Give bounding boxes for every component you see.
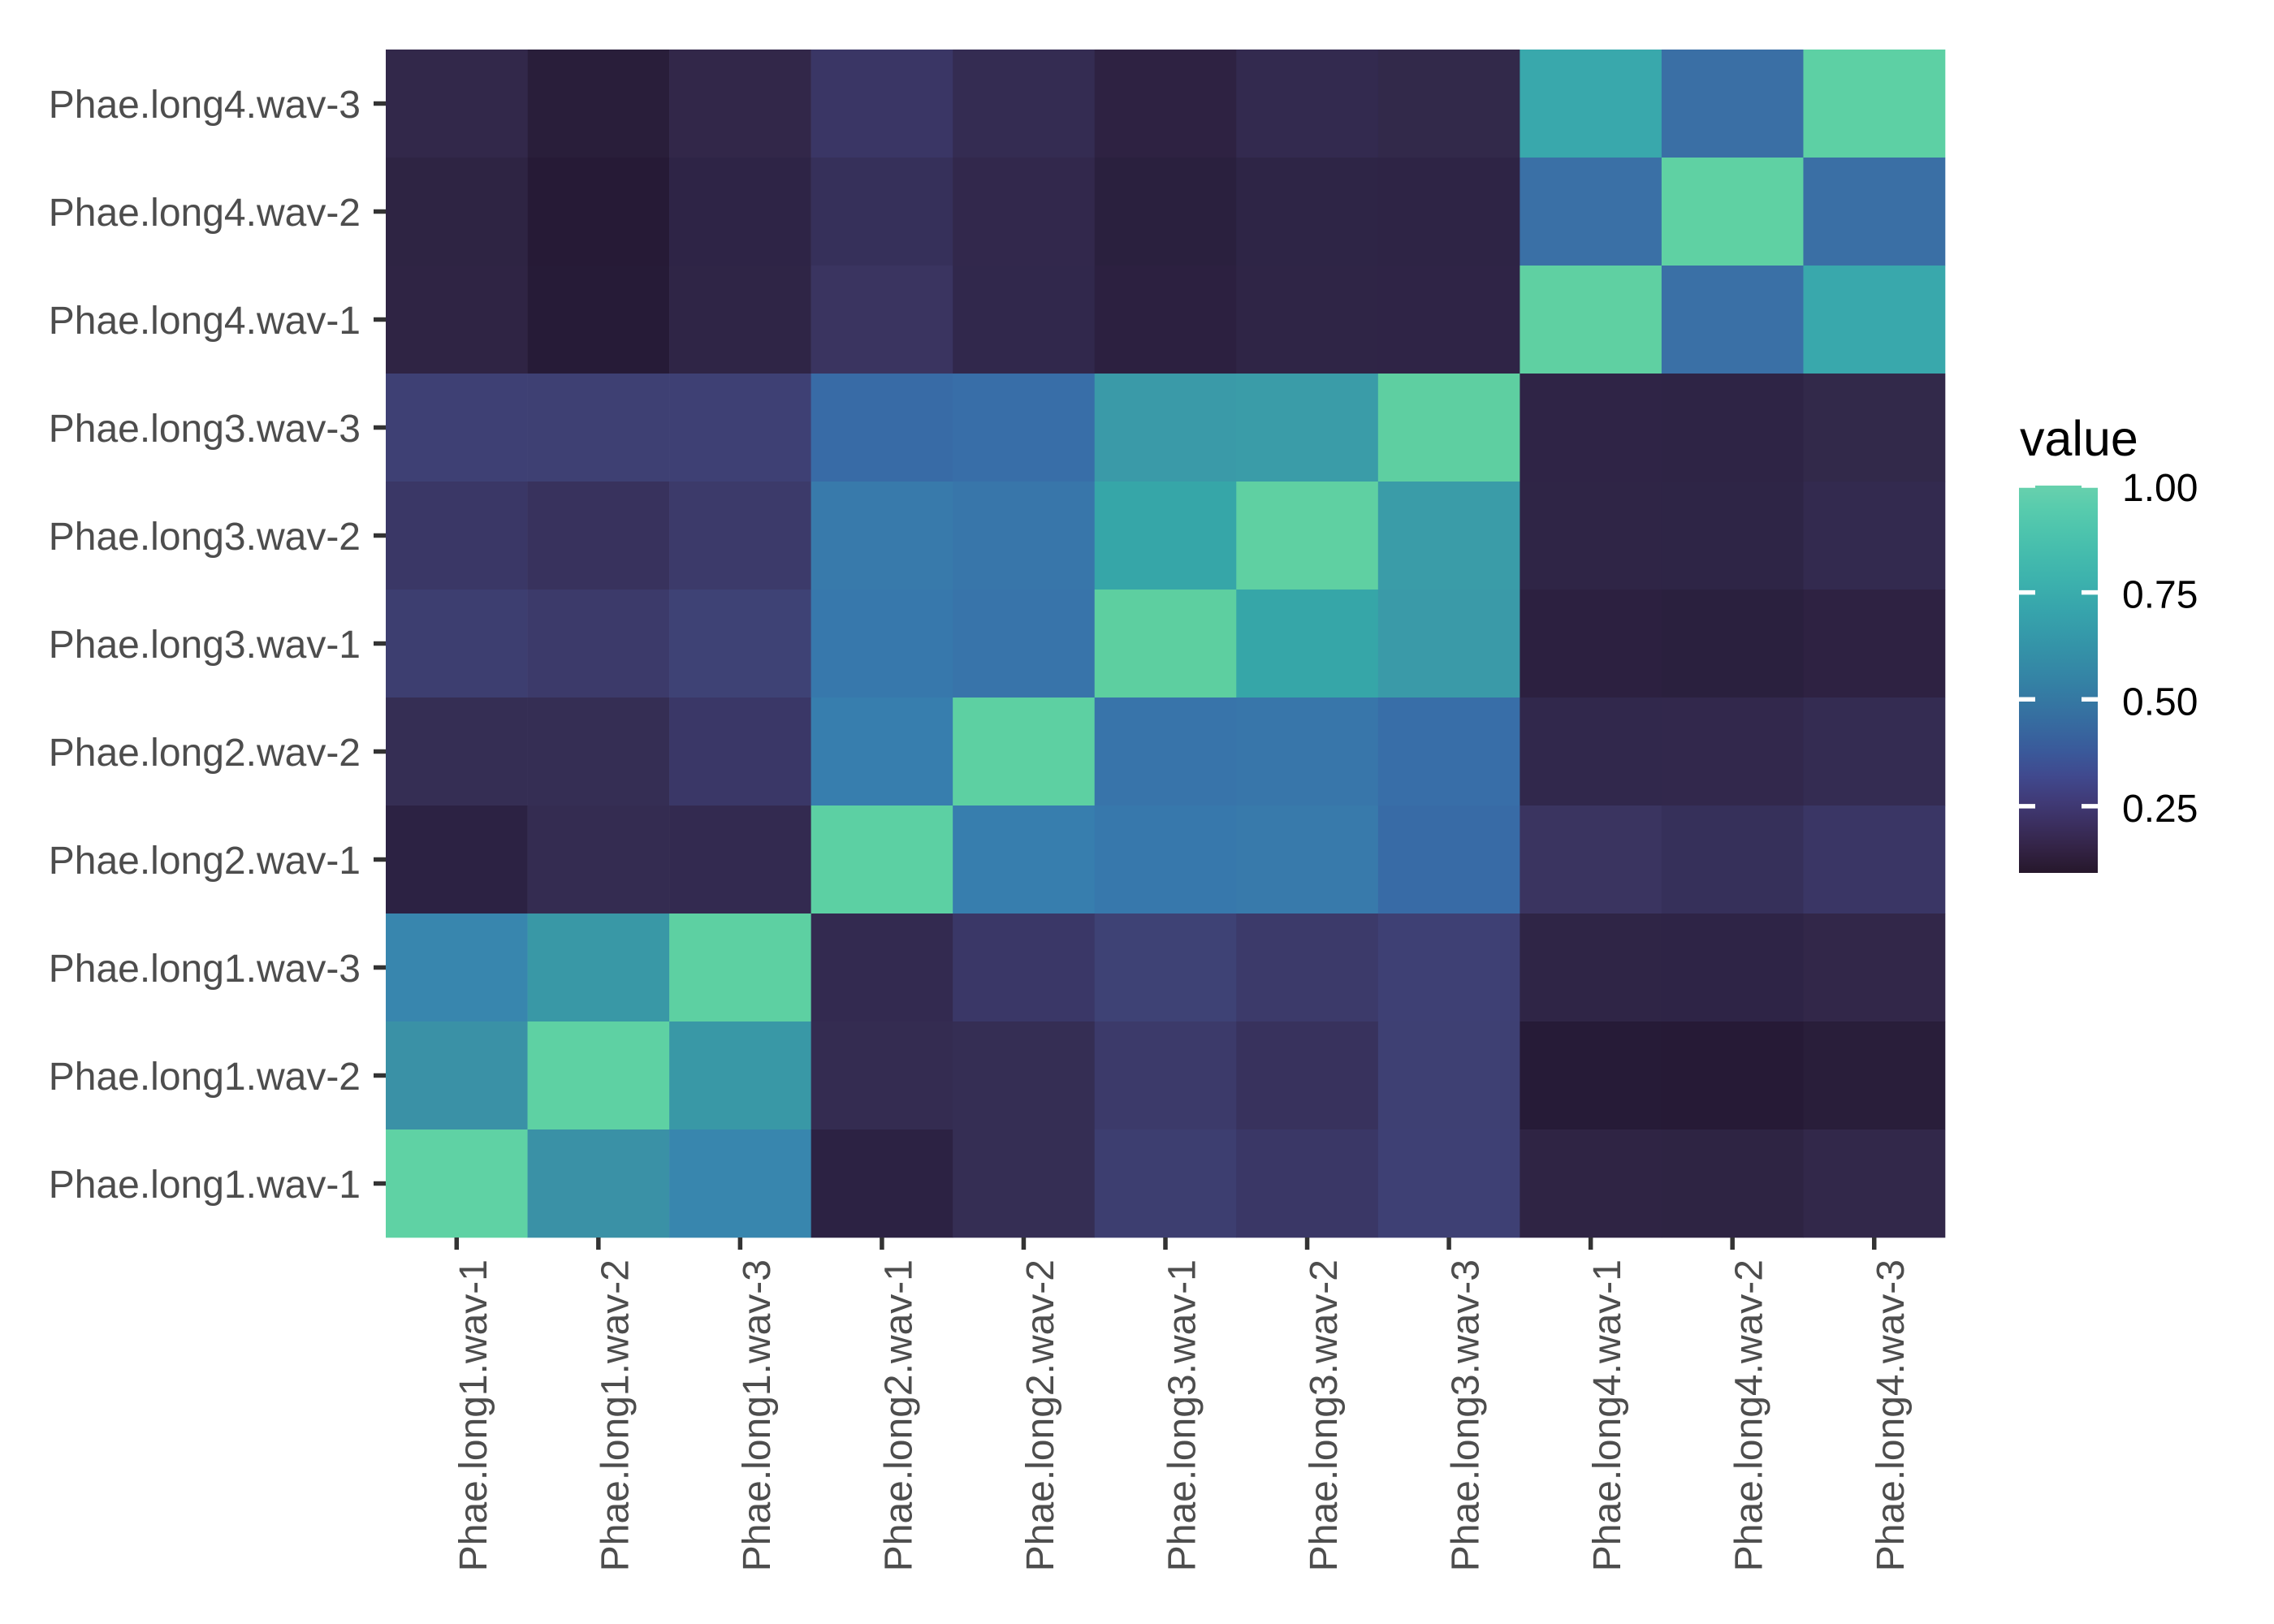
svg-text:Phae.long2.wav-2: Phae.long2.wav-2 [1019,1259,1062,1571]
svg-text:Phae.long4.wav-1: Phae.long4.wav-1 [49,300,361,343]
svg-text:Phae.long4.wav-3: Phae.long4.wav-3 [49,84,361,127]
svg-text:Phae.long3.wav-2: Phae.long3.wav-2 [49,516,361,559]
svg-text:Phae.long2.wav-1: Phae.long2.wav-1 [877,1259,920,1571]
svg-text:0.50: 0.50 [2122,680,2198,723]
svg-text:Phae.long3.wav-3: Phae.long3.wav-3 [1445,1259,1488,1571]
svg-text:Phae.long4.wav-1: Phae.long4.wav-1 [1586,1259,1629,1571]
svg-text:value: value [2020,411,2138,466]
svg-text:Phae.long1.wav-3: Phae.long1.wav-3 [49,948,361,991]
svg-text:0.25: 0.25 [2122,788,2198,831]
svg-text:Phae.long3.wav-3: Phae.long3.wav-3 [49,408,361,451]
svg-text:Phae.long1.wav-1: Phae.long1.wav-1 [452,1259,495,1571]
svg-text:Phae.long2.wav-2: Phae.long2.wav-2 [49,732,361,775]
svg-text:Phae.long1.wav-1: Phae.long1.wav-1 [49,1164,361,1207]
svg-text:Phae.long2.wav-1: Phae.long2.wav-1 [49,840,361,883]
svg-text:Phae.long1.wav-3: Phae.long1.wav-3 [736,1259,779,1571]
svg-text:Phae.long1.wav-2: Phae.long1.wav-2 [594,1259,637,1571]
svg-text:Phae.long4.wav-2: Phae.long4.wav-2 [49,192,361,235]
svg-text:1.00: 1.00 [2122,467,2198,510]
svg-text:0.75: 0.75 [2122,574,2198,617]
svg-text:Phae.long3.wav-1: Phae.long3.wav-1 [49,624,361,667]
svg-text:Phae.long4.wav-3: Phae.long4.wav-3 [1870,1259,1913,1571]
svg-text:Phae.long1.wav-2: Phae.long1.wav-2 [49,1056,361,1099]
svg-text:Phae.long3.wav-1: Phae.long3.wav-1 [1161,1259,1204,1571]
svg-text:Phae.long4.wav-2: Phae.long4.wav-2 [1728,1259,1771,1571]
svg-text:Phae.long3.wav-2: Phae.long3.wav-2 [1303,1259,1346,1571]
